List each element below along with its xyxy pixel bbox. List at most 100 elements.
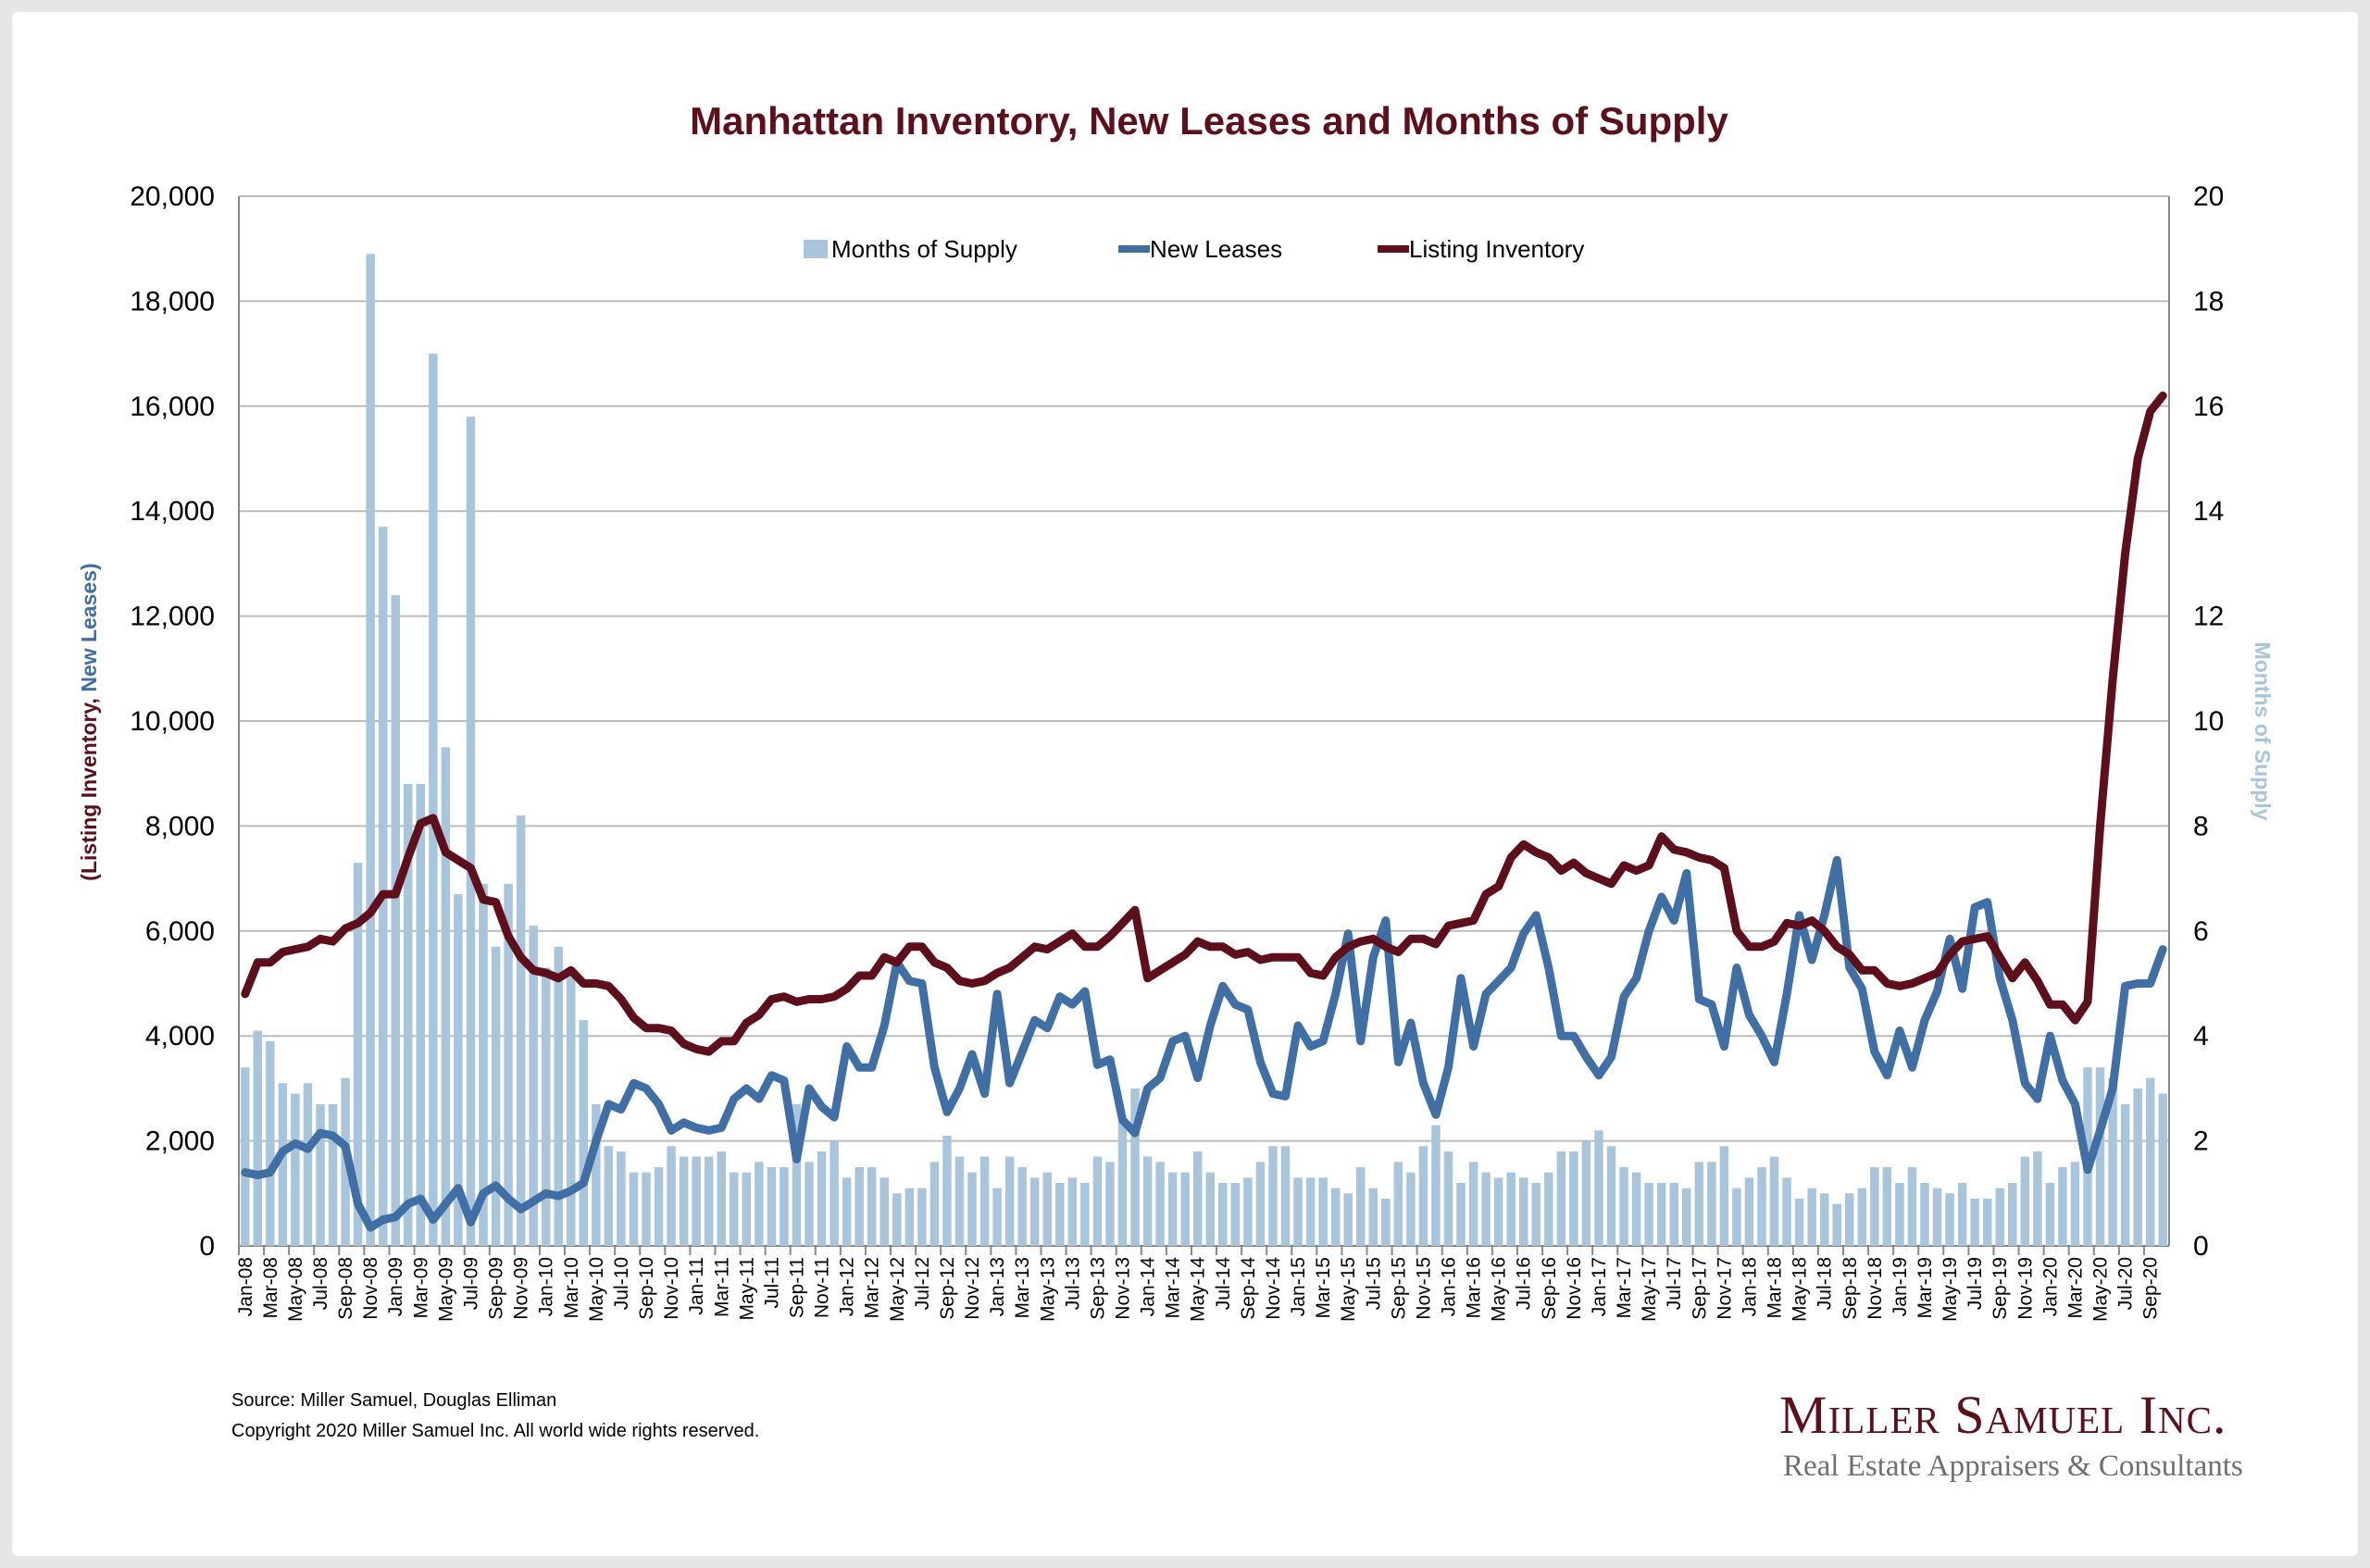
x-tick-label: Mar-08 <box>260 1257 281 1319</box>
x-tick-label: Sep-20 <box>2140 1257 2162 1320</box>
bar-months-of-supply <box>954 1156 965 1246</box>
x-tick-label: Jul-19 <box>1965 1257 1986 1310</box>
bar-months-of-supply <box>1719 1146 1729 1246</box>
x-tick-label: Mar-15 <box>1313 1257 1334 1319</box>
bar-months-of-supply <box>1569 1151 1578 1246</box>
bar-months-of-supply <box>929 1162 940 1246</box>
bar-months-of-supply <box>479 883 488 1246</box>
bar-months-of-supply <box>1167 1172 1178 1246</box>
y-tick-right: 20 <box>2193 181 2224 212</box>
bar-months-of-supply <box>1544 1172 1553 1246</box>
bar-months-of-supply <box>767 1166 777 1246</box>
x-tick-label: Jan-17 <box>1589 1257 1610 1316</box>
x-tick-label: Jul-16 <box>1514 1257 1535 1310</box>
x-tick-label: Mar-19 <box>1915 1257 1936 1319</box>
x-tick-label: May-12 <box>887 1257 908 1322</box>
bar-months-of-supply <box>1055 1182 1065 1246</box>
x-tick-label: Jan-15 <box>1288 1257 1309 1316</box>
x-tick-label: Nov-18 <box>1865 1257 1886 1320</box>
x-tick-label: Jan-20 <box>2039 1257 2061 1316</box>
x-tick-label: Jul-08 <box>310 1257 331 1310</box>
x-tick-label: Sep-08 <box>335 1257 356 1320</box>
bar-months-of-supply <box>1882 1166 1892 1246</box>
x-tick-label: Nov-12 <box>962 1257 983 1320</box>
bar-months-of-supply <box>1368 1188 1378 1246</box>
x-tick-label: Mar-13 <box>1012 1257 1033 1319</box>
bar-months-of-supply <box>1330 1188 1341 1246</box>
x-tick-label: Jan-19 <box>1890 1257 1911 1316</box>
bar-months-of-supply <box>2058 1166 2067 1246</box>
bar-months-of-supply <box>266 1040 275 1246</box>
bar-months-of-supply <box>504 883 513 1246</box>
legend-label-months-of-supply: Months of Supply <box>831 235 1017 263</box>
bar-months-of-supply <box>1807 1188 1816 1246</box>
bar-months-of-supply <box>1305 1177 1316 1246</box>
bar-months-of-supply <box>1594 1130 1603 1246</box>
bar-months-of-supply <box>328 1103 338 1246</box>
bar-months-of-supply <box>291 1093 300 1246</box>
bar-months-of-supply <box>1995 1188 2004 1246</box>
bar-months-of-supply <box>1769 1156 1779 1246</box>
bar-months-of-supply <box>717 1151 726 1246</box>
bar-months-of-supply <box>416 784 426 1246</box>
bar-months-of-supply <box>579 1020 589 1246</box>
bar-months-of-supply <box>2158 1093 2167 1246</box>
x-tick-label: Mar-12 <box>862 1257 883 1319</box>
bar-months-of-supply <box>1707 1162 1716 1246</box>
x-tick-label: Jul-13 <box>1062 1257 1083 1310</box>
bar-months-of-supply <box>817 1151 827 1246</box>
bar-months-of-supply <box>1957 1182 1967 1246</box>
bar-months-of-supply <box>1268 1146 1278 1246</box>
copyright-note: Copyright 2020 Miller Samuel Inc. All wo… <box>231 1421 760 1441</box>
bar-months-of-supply <box>1355 1166 1366 1246</box>
bar-months-of-supply <box>1845 1193 1854 1246</box>
x-tick-label: Mar-11 <box>711 1257 732 1317</box>
company-tagline: Real Estate Appraisers & Consultants <box>1783 1450 2243 1483</box>
bar-months-of-supply <box>1606 1146 1616 1246</box>
bar-months-of-supply <box>316 1103 325 1246</box>
bar-months-of-supply <box>2108 1077 2117 1246</box>
bar-months-of-supply <box>1042 1172 1053 1246</box>
bar-months-of-supply <box>529 926 538 1246</box>
bar-months-of-supply <box>780 1166 789 1246</box>
bar-months-of-supply <box>1832 1203 1841 1246</box>
bar-months-of-supply <box>366 254 375 1246</box>
x-tick-label: Mar-18 <box>1765 1257 1786 1319</box>
x-tick-label: Sep-14 <box>1238 1257 1259 1320</box>
bar-months-of-supply <box>1732 1188 1741 1246</box>
bar-months-of-supply <box>1656 1182 1666 1246</box>
bar-months-of-supply <box>1481 1172 1491 1246</box>
bar-months-of-supply <box>241 1067 250 1246</box>
bar-months-of-supply <box>642 1172 651 1246</box>
bar-months-of-supply <box>679 1156 689 1246</box>
y-tick-left: 14,000 <box>130 496 215 527</box>
x-tick-label: Sep-17 <box>1689 1257 1710 1320</box>
y-tick-left: 20,000 <box>130 181 215 212</box>
bar-months-of-supply <box>1381 1198 1391 1246</box>
company-logo: Miller Samuel Inc. <box>1779 1385 2227 1445</box>
bar-months-of-supply <box>404 784 413 1246</box>
bar-months-of-supply <box>253 1030 263 1246</box>
x-tick-label: Jul-20 <box>2115 1257 2137 1310</box>
x-tick-label: Nov-14 <box>1263 1257 1284 1320</box>
y-tick-left: 16,000 <box>130 392 215 422</box>
x-tick-label: Jul-10 <box>611 1257 632 1310</box>
bar-months-of-supply <box>2145 1077 2155 1246</box>
chart-card <box>12 12 2358 1556</box>
x-tick-label: May-10 <box>586 1257 607 1322</box>
x-tick-label: Jan-13 <box>987 1257 1008 1316</box>
chart-title: Manhattan Inventory, New Leases and Mont… <box>690 99 1728 143</box>
x-tick-label: Jul-12 <box>912 1257 933 1310</box>
bar-months-of-supply <box>1293 1177 1303 1246</box>
x-tick-label: May-18 <box>1790 1257 1811 1322</box>
x-tick-label: Sep-09 <box>486 1257 507 1320</box>
line-listing-inventory <box>241 392 2167 1056</box>
y-tick-left: 12,000 <box>130 602 215 632</box>
bar-months-of-supply <box>1130 1088 1140 1246</box>
left-axis-label-leases: New Leases) <box>77 563 101 691</box>
x-tick-label: Sep-15 <box>1388 1257 1409 1320</box>
bar-months-of-supply <box>1255 1162 1266 1246</box>
x-tick-label: May-17 <box>1639 1257 1660 1322</box>
bar-months-of-supply <box>1443 1151 1453 1246</box>
x-tick-label: May-13 <box>1037 1257 1058 1322</box>
